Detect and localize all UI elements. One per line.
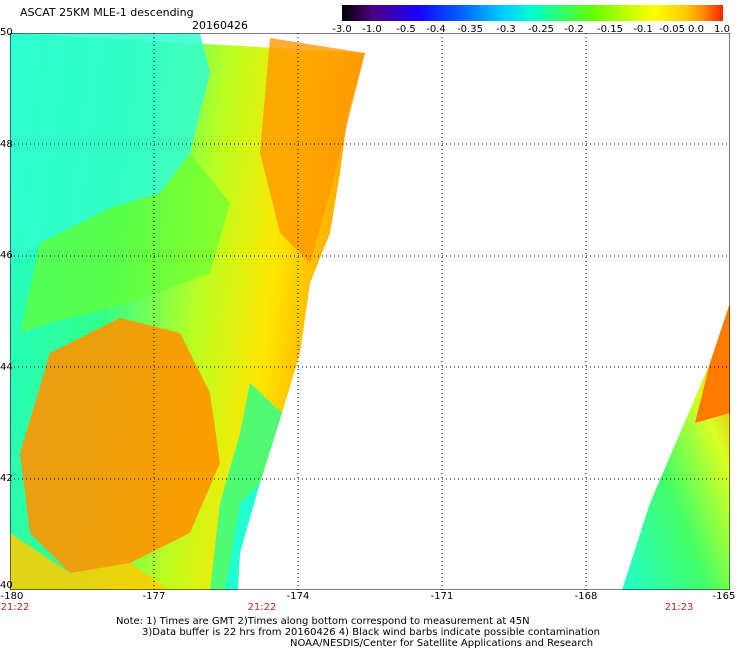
lat-label: 46 [0, 250, 13, 261]
lat-label: 48 [0, 139, 13, 150]
footnote-line-1: Note: 1) Times are GMT 2)Times along bot… [116, 616, 530, 627]
colorbar-label: -0.5 [396, 24, 416, 35]
colorbar-label: -0.15 [597, 24, 623, 35]
lon-label: -165 [712, 591, 736, 602]
chart-date: 20160426 [192, 19, 248, 32]
colorbar-label: 1.0 [714, 24, 730, 35]
lon-label: -174 [286, 591, 310, 602]
lat-label: 44 [0, 362, 13, 373]
footnote-line-3: NOAA/NESDIS/Center for Satellite Applica… [290, 638, 594, 649]
colorbar-label: -0.05 [659, 24, 685, 35]
lon-label: -168 [574, 591, 598, 602]
lat-label: 42 [0, 473, 13, 484]
colorbar [342, 5, 723, 21]
time-label: 21:22 [247, 602, 277, 613]
lat-label: 50 [0, 27, 13, 38]
colorbar-label: -0.1 [633, 24, 653, 35]
colorbar-label: -0.35 [457, 24, 483, 35]
colorbar-label: -3.0 [332, 24, 352, 35]
colorbar-label: -1.0 [362, 24, 382, 35]
lon-label: -180 [0, 591, 24, 602]
lon-label: -177 [142, 591, 166, 602]
colorbar-label: -0.3 [496, 24, 516, 35]
colorbar-labels: -3.0 -1.0 -0.5 -0.4 -0.35 -0.3 -0.25 -0.… [325, 24, 740, 36]
lat-label: 40 [0, 580, 13, 591]
colorbar-label: -0.25 [528, 24, 554, 35]
chart-title: ASCAT 25KM MLE-1 descending [20, 6, 194, 19]
lon-label: -171 [430, 591, 454, 602]
time-label: 21:23 [664, 602, 694, 613]
colorbar-label: -0.2 [564, 24, 584, 35]
colorbar-label: 0.0 [688, 24, 704, 35]
time-label: 21:22 [0, 602, 30, 613]
colorbar-label: -0.4 [426, 24, 446, 35]
scatterometer-map [10, 33, 730, 590]
footnote-line-2: 3)Data buffer is 22 hrs from 20160426 4)… [142, 627, 600, 638]
